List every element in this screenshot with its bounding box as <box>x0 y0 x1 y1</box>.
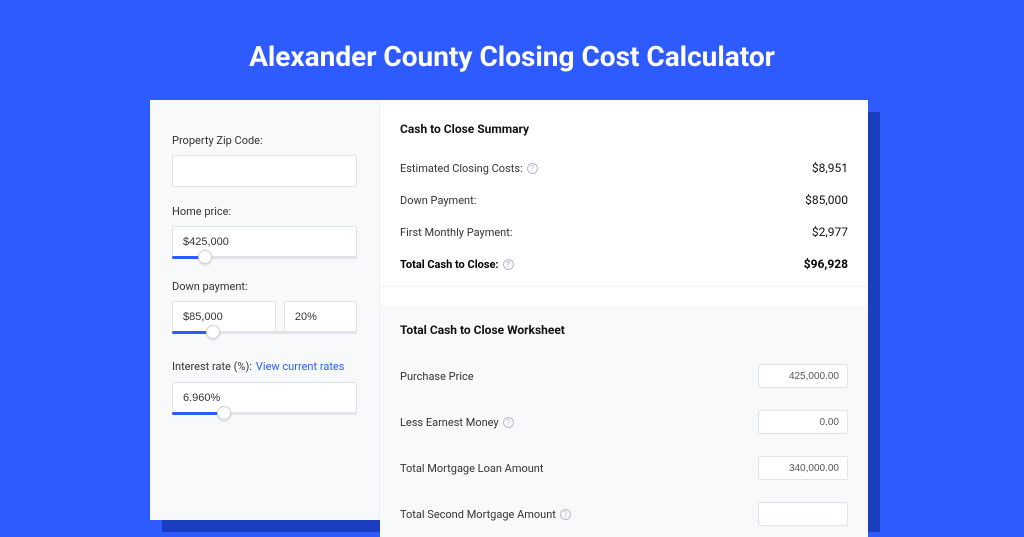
worksheet-input[interactable] <box>758 456 848 480</box>
divider <box>380 286 868 287</box>
worksheet-row: Less Earnest Money ? <box>400 399 848 445</box>
worksheet-row: Purchase Price <box>400 353 848 399</box>
summary-label: Down Payment: <box>400 194 476 207</box>
down-payment-slider-thumb[interactable] <box>206 325 220 339</box>
summary-value: $85,000 <box>805 193 848 207</box>
help-icon[interactable]: ? <box>503 417 514 428</box>
down-payment-input[interactable] <box>172 301 276 333</box>
worksheet-label: Less Earnest Money <box>400 416 499 429</box>
zip-input[interactable] <box>172 155 357 187</box>
results-pane: Cash to Close Summary Estimated Closing … <box>380 100 868 520</box>
interest-rate-slider[interactable] <box>172 412 357 418</box>
worksheet-section: Total Cash to Close Worksheet Purchase P… <box>380 305 868 537</box>
summary-label: First Monthly Payment: <box>400 226 513 239</box>
home-price-field: Home price: <box>172 205 357 262</box>
home-price-slider[interactable] <box>172 256 357 262</box>
worksheet-label: Purchase Price <box>400 370 474 383</box>
worksheet-title: Total Cash to Close Worksheet <box>400 323 848 337</box>
summary-title: Cash to Close Summary <box>400 122 848 136</box>
worksheet-label: Total Second Mortgage Amount <box>400 508 556 521</box>
worksheet-row: Total Second Mortgage Amount ? <box>400 491 848 537</box>
calculator-card: Property Zip Code: Home price: Down paym… <box>150 100 868 520</box>
view-rates-link[interactable]: View current rates <box>256 360 345 373</box>
down-payment-label: Down payment: <box>172 280 357 293</box>
summary-total-label: Total Cash to Close: <box>400 258 499 271</box>
home-price-label: Home price: <box>172 205 357 218</box>
summary-label: Estimated Closing Costs: <box>400 162 523 175</box>
summary-total-value: $96,928 <box>804 257 848 271</box>
summary-value: $2,977 <box>812 225 848 239</box>
summary-value: $8,951 <box>812 161 848 175</box>
interest-rate-slider-thumb[interactable] <box>217 406 231 420</box>
home-price-slider-thumb[interactable] <box>198 250 212 264</box>
summary-row: First Monthly Payment: $2,977 <box>400 216 848 248</box>
interest-rate-input[interactable] <box>172 382 357 414</box>
inputs-pane: Property Zip Code: Home price: Down paym… <box>150 100 380 520</box>
worksheet-input[interactable] <box>758 410 848 434</box>
summary-total-row: Total Cash to Close: ? $96,928 <box>400 248 848 280</box>
help-icon[interactable]: ? <box>503 259 514 270</box>
worksheet-input[interactable] <box>758 502 848 526</box>
worksheet-row: Total Mortgage Loan Amount <box>400 445 848 491</box>
page-title: Alexander County Closing Cost Calculator <box>0 0 1024 97</box>
down-payment-slider[interactable] <box>172 331 357 337</box>
summary-row: Down Payment: $85,000 <box>400 184 848 216</box>
interest-rate-label: Interest rate (%): <box>172 360 252 373</box>
down-payment-pct-input[interactable] <box>284 301 357 333</box>
help-icon[interactable]: ? <box>560 509 571 520</box>
worksheet-label: Total Mortgage Loan Amount <box>400 462 543 475</box>
zip-label: Property Zip Code: <box>172 134 357 147</box>
zip-field: Property Zip Code: <box>172 134 357 187</box>
summary-row: Estimated Closing Costs: ? $8,951 <box>400 152 848 184</box>
down-payment-field: Down payment: <box>172 280 357 337</box>
help-icon[interactable]: ? <box>527 163 538 174</box>
worksheet-input[interactable] <box>758 364 848 388</box>
interest-rate-field: Interest rate (%): View current rates <box>172 355 357 418</box>
